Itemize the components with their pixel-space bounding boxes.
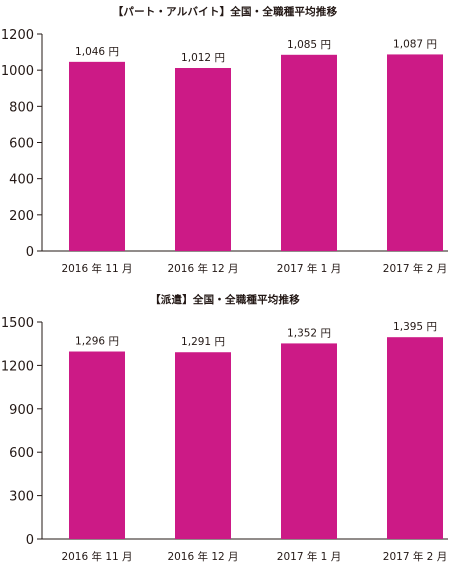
dispatch-bar bbox=[387, 337, 443, 539]
chart-title-part-time: 【パート・アルバイト】全国・全職種平均推移 bbox=[112, 6, 338, 18]
category-label: 2017 年 1 月 bbox=[277, 550, 341, 563]
category-label: 2016 年 12 月 bbox=[167, 262, 238, 275]
part-time-bar bbox=[387, 54, 443, 251]
data-label: 1,012 円 bbox=[181, 52, 225, 64]
part-time-bar bbox=[69, 61, 125, 252]
y-tick-label: 600 bbox=[9, 446, 34, 461]
data-label: 1,352 円 bbox=[287, 327, 331, 339]
category-label: 2017 年 2 月 bbox=[383, 550, 447, 563]
y-tick-label: 1000 bbox=[1, 64, 34, 79]
dispatch-bar bbox=[281, 343, 337, 539]
y-tick-label: 1200 bbox=[1, 359, 34, 374]
y-tick-label: 300 bbox=[9, 490, 34, 505]
y-tick-label: 0 bbox=[26, 533, 34, 548]
y-tick-label: 600 bbox=[9, 137, 34, 152]
category-label: 2017 年 1 月 bbox=[277, 262, 341, 275]
dispatch-bar bbox=[69, 351, 125, 539]
y-tick-label: 900 bbox=[9, 403, 34, 418]
data-label: 1,291 円 bbox=[181, 336, 225, 348]
category-label: 2016 年 11 月 bbox=[61, 262, 132, 275]
y-tick-label: 1200 bbox=[1, 28, 34, 43]
data-label: 1,087 円 bbox=[393, 38, 437, 50]
y-tick-label: 400 bbox=[9, 173, 34, 188]
y-tick-label: 0 bbox=[26, 245, 34, 260]
part-time-bar bbox=[175, 67, 231, 251]
y-tick-label: 1500 bbox=[1, 316, 34, 331]
data-label: 1,046 円 bbox=[75, 46, 119, 58]
data-label: 1,296 円 bbox=[75, 336, 119, 348]
category-label: 2017 年 2 月 bbox=[383, 262, 447, 275]
data-label: 1,395 円 bbox=[393, 321, 437, 333]
part-time-bar bbox=[281, 54, 337, 251]
data-label: 1,085 円 bbox=[287, 39, 331, 51]
category-label: 2016 年 11 月 bbox=[61, 550, 132, 563]
chart-title-dispatch: 【派遣】全国・全職種平均推移 bbox=[150, 294, 300, 306]
y-tick-label: 200 bbox=[9, 209, 34, 224]
dispatch-bar bbox=[175, 352, 231, 539]
bar-chart-part-time: 0 200 400 600 800 1000 1200 1,046 円 2016 年 11 月 1… bbox=[1, 28, 448, 275]
y-tick-label: 800 bbox=[9, 100, 34, 115]
category-label: 2016 年 12 月 bbox=[167, 550, 238, 563]
